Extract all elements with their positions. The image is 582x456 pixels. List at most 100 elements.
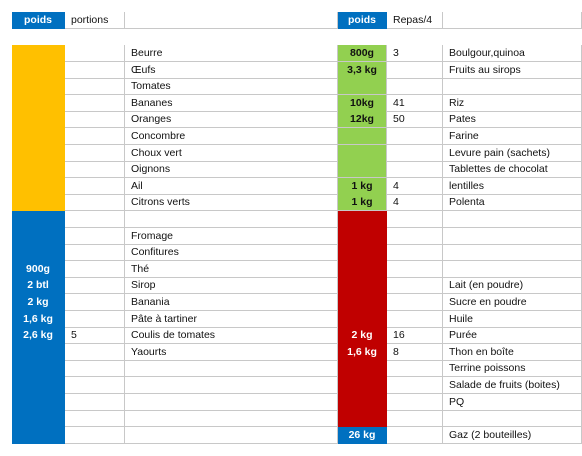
cell xyxy=(65,128,125,146)
cell: 12kg xyxy=(338,111,387,129)
cell: 2,6 kg xyxy=(12,327,65,345)
cell: Concombre xyxy=(125,128,338,146)
cell: Tablettes de chocolat xyxy=(443,161,582,179)
cell xyxy=(338,144,387,162)
cell: Oranges xyxy=(125,111,338,129)
cell xyxy=(387,78,443,96)
cell xyxy=(387,426,443,444)
cell xyxy=(65,377,125,395)
cell xyxy=(443,78,582,96)
cell xyxy=(125,410,338,428)
cell xyxy=(65,211,125,229)
cell xyxy=(125,377,338,395)
cell xyxy=(387,61,443,79)
cell xyxy=(387,161,443,179)
cell xyxy=(338,360,387,378)
cell: Salade de fruits (boites) xyxy=(443,377,582,395)
cell: 41 xyxy=(387,94,443,112)
cell xyxy=(65,61,125,79)
cell: 4 xyxy=(387,194,443,212)
cell xyxy=(338,294,387,312)
cell xyxy=(12,343,65,361)
cell xyxy=(65,343,125,361)
cell xyxy=(443,260,582,278)
cell xyxy=(65,393,125,411)
cell xyxy=(387,294,443,312)
cell: PQ xyxy=(443,393,582,411)
cell xyxy=(12,244,65,262)
cell xyxy=(387,244,443,262)
cell xyxy=(338,393,387,411)
cell: 8 xyxy=(387,343,443,361)
cell xyxy=(12,61,65,79)
cell xyxy=(338,161,387,179)
cell: Confitures xyxy=(125,244,338,262)
cell xyxy=(387,360,443,378)
cell xyxy=(338,128,387,146)
cell: Thon en boîte xyxy=(443,343,582,361)
cell xyxy=(443,227,582,245)
cell xyxy=(387,393,443,411)
cell: Polenta xyxy=(443,194,582,212)
cell xyxy=(65,111,125,129)
cell: Levure pain (sachets) xyxy=(443,144,582,162)
cell: Fruits au sirops xyxy=(443,61,582,79)
cell: 4 xyxy=(387,177,443,195)
cell xyxy=(65,227,125,245)
cell: Purée xyxy=(443,327,582,345)
cell: Gaz (2 bouteilles) xyxy=(443,426,582,444)
cell xyxy=(65,277,125,295)
cell: Huile xyxy=(443,310,582,328)
cell xyxy=(65,426,125,444)
cell: Bananes xyxy=(125,94,338,112)
cell: Banania xyxy=(125,294,338,312)
cell: 2 kg xyxy=(338,327,387,345)
cell: Lait (en poudre) xyxy=(443,277,582,295)
cell: Sirop xyxy=(125,277,338,295)
cell xyxy=(387,128,443,146)
cell: Repas/4 xyxy=(387,12,443,29)
cell xyxy=(387,310,443,328)
cell xyxy=(125,12,338,29)
cell: 900g xyxy=(12,260,65,278)
cell xyxy=(12,393,65,411)
cell: Œufs xyxy=(125,61,338,79)
cell: Sucre en poudre xyxy=(443,294,582,312)
cell xyxy=(12,94,65,112)
cell: Boulgour,quinoa xyxy=(443,45,582,63)
cell: Citrons verts xyxy=(125,194,338,212)
cell xyxy=(387,144,443,162)
cell xyxy=(387,211,443,229)
cell xyxy=(338,260,387,278)
cell xyxy=(65,244,125,262)
cell xyxy=(12,410,65,428)
cell: 1,6 kg xyxy=(338,343,387,361)
cell xyxy=(65,144,125,162)
cell xyxy=(65,294,125,312)
cell: Pates xyxy=(443,111,582,129)
cell: poids xyxy=(338,12,387,29)
cell xyxy=(443,211,582,229)
cell xyxy=(338,78,387,96)
cell: 800g xyxy=(338,45,387,63)
cell xyxy=(12,177,65,195)
cell: Terrine poissons xyxy=(443,360,582,378)
cell xyxy=(12,377,65,395)
cell: Oignons xyxy=(125,161,338,179)
cell xyxy=(65,360,125,378)
cell xyxy=(338,227,387,245)
cell xyxy=(12,426,65,444)
cell xyxy=(12,161,65,179)
cell: Tomates xyxy=(125,78,338,96)
cell: 50 xyxy=(387,111,443,129)
cell: Ail xyxy=(125,177,338,195)
cell: 1 kg xyxy=(338,177,387,195)
cell xyxy=(65,78,125,96)
cell: 5 xyxy=(65,327,125,345)
cell xyxy=(443,12,582,29)
cell xyxy=(125,426,338,444)
cell: Fromage xyxy=(125,227,338,245)
cell xyxy=(125,393,338,411)
cell: 26 kg xyxy=(338,426,387,444)
